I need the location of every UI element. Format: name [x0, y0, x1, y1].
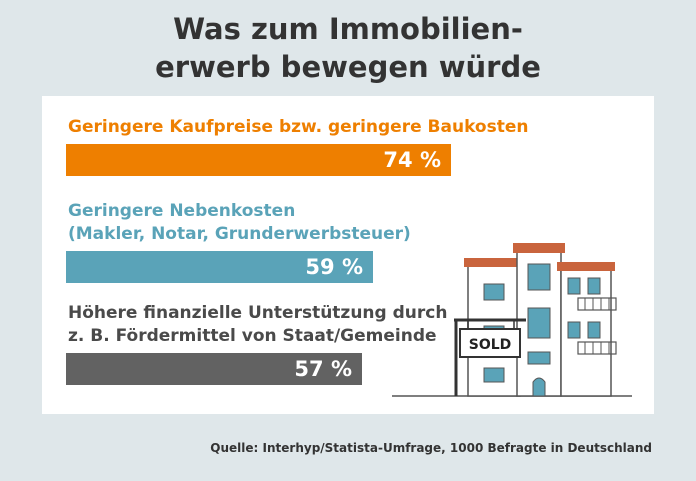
bar-value-label: 57 % [294, 357, 352, 381]
house-for-sale-icon: SOLD [392, 243, 632, 397]
source-note: Quelle: Interhyp/Statista-Umfrage, 1000 … [210, 441, 652, 455]
category-label: Geringere Kaufpreise bzw. geringere Bauk… [68, 117, 529, 137]
bar-value-label: 74 % [383, 148, 441, 172]
category-label: z. B. Fördermittel von Staat/Gemeinde [68, 326, 437, 346]
sold-sign-text: SOLD [469, 337, 512, 353]
bar: 59 % [66, 251, 373, 283]
category-label: Geringere Nebenkosten [68, 201, 296, 221]
bar: 74 % [66, 144, 451, 176]
category-label: (Makler, Notar, Grunderwerbsteuer) [68, 224, 411, 244]
bar-value-label: 59 % [305, 255, 363, 279]
chart-title-line-1: Was zum Immobilien- [173, 12, 523, 46]
chart-title: Was zum Immobilien- erwerb bewegen würde [0, 10, 696, 86]
bar: 57 % [66, 353, 362, 385]
chart-title-line-2: erwerb bewegen würde [155, 50, 541, 84]
chart-panel: Geringere Kaufpreise bzw. geringere Bauk… [42, 96, 654, 414]
category-label: Höhere finanzielle Unterstützung durch [68, 303, 448, 323]
